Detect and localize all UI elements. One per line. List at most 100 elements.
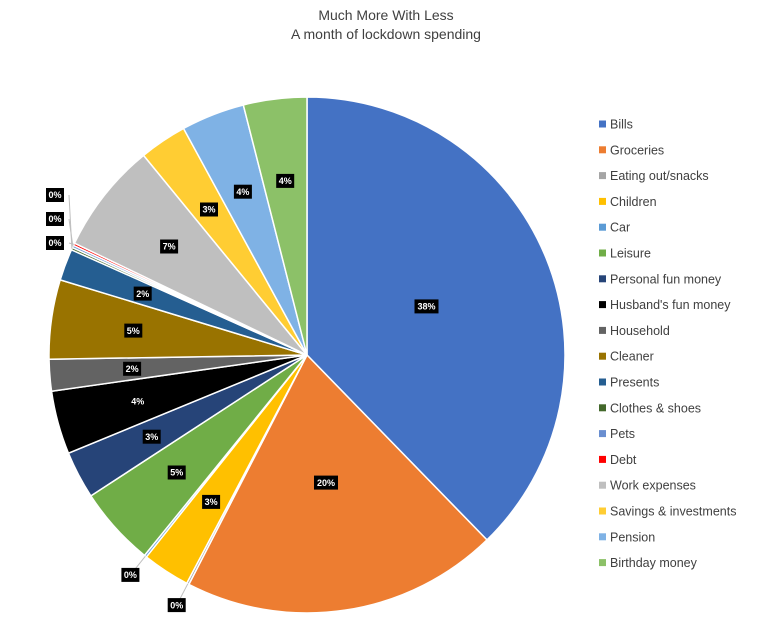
slice-bills — [306, 96, 566, 541]
legend-label: Pension — [610, 530, 655, 544]
data-label-savings-investments: 3% — [200, 202, 218, 217]
data-label-box — [314, 475, 338, 490]
legend-swatch — [599, 507, 606, 515]
legend-swatch — [599, 378, 606, 386]
data-label-debt: 0% — [46, 236, 64, 250]
data-label-text: 0% — [124, 570, 137, 580]
data-label-box — [167, 465, 186, 480]
legend-item-cleaner: Cleaner — [599, 350, 654, 364]
legend-item-pets: Pets — [599, 427, 635, 441]
legend-item-leisure: Leisure — [599, 247, 651, 261]
slice-work-expenses — [73, 154, 308, 356]
data-label-text: 4% — [279, 176, 292, 186]
data-label-pension: 4% — [233, 184, 252, 199]
legend-swatch — [599, 326, 606, 334]
data-label-leisure: 5% — [167, 465, 186, 480]
legend-swatch — [599, 559, 606, 567]
data-label-children: 3% — [202, 494, 221, 509]
data-label-box — [167, 598, 186, 613]
legend-label: Work expenses — [610, 479, 696, 493]
legend-swatch — [599, 223, 606, 231]
data-label-car: 0% — [121, 567, 140, 582]
legend-swatch — [599, 430, 606, 438]
data-label-box — [124, 323, 143, 338]
data-label-personal-fun-money: 3% — [142, 429, 161, 444]
data-label-box — [276, 173, 295, 188]
legend: Bills Groceries Eating out/snacks Children C… — [599, 118, 736, 570]
data-label-household: 2% — [123, 361, 142, 376]
data-label-box — [46, 212, 64, 226]
leader-line-pets — [68, 218, 74, 247]
legend-swatch — [599, 352, 606, 360]
legend-label: Car — [610, 221, 630, 235]
legend-item-household: Household — [599, 324, 670, 338]
data-label-box — [133, 286, 152, 301]
data-label-text: 0% — [48, 214, 61, 224]
legend-swatch — [599, 249, 606, 257]
legend-item-presents: Presents — [599, 376, 659, 390]
data-label-text: 0% — [48, 190, 61, 200]
legend-item-husband-s-fun-money: Husband's fun money — [599, 298, 731, 312]
legend-item-car: Car — [599, 221, 630, 235]
legend-label: Groceries — [610, 143, 664, 157]
data-label-text: 5% — [170, 468, 183, 478]
data-label-bills: 38% — [414, 299, 439, 314]
legend-swatch — [599, 481, 606, 489]
legend-item-debt: Debt — [599, 453, 637, 467]
legend-item-work-expenses: Work expenses — [599, 479, 696, 493]
legend-item-eating-out-snacks: Eating out/snacks — [599, 169, 709, 183]
legend-swatch — [599, 120, 606, 128]
data-label-text: 3% — [202, 205, 215, 215]
data-label-text: 0% — [170, 600, 183, 610]
legend-item-personal-fun-money: Personal fun money — [599, 272, 722, 286]
data-label-box — [414, 299, 439, 314]
legend-item-birthday-money: Birthday money — [599, 556, 698, 570]
data-label-box — [142, 429, 161, 444]
legend-item-bills: Bills — [599, 118, 633, 132]
legend-label: Eating out/snacks — [610, 169, 709, 183]
data-label-presents: 2% — [133, 286, 152, 301]
data-label-box — [123, 361, 142, 376]
legend-label: Birthday money — [610, 556, 698, 570]
legend-item-pension: Pension — [599, 530, 655, 544]
data-label-text: 2% — [136, 289, 149, 299]
legend-item-savings-investments: Savings & investments — [599, 505, 736, 519]
legend-item-clothes-shoes: Clothes & shoes — [599, 401, 701, 415]
legend-swatch — [599, 172, 606, 180]
legend-label: Bills — [610, 118, 633, 132]
legend-item-children: Children — [599, 195, 657, 209]
data-label-box — [46, 188, 64, 202]
legend-label: Presents — [610, 376, 659, 390]
legend-label: Savings & investments — [610, 505, 736, 519]
data-label-text: 38% — [417, 302, 435, 312]
data-label-box — [121, 567, 140, 582]
data-label-clothes-shoes: 0% — [46, 188, 64, 202]
data-label-text: 4% — [131, 396, 144, 406]
data-label-pets: 0% — [46, 212, 64, 226]
leader-line-clothes-shoes — [68, 194, 73, 249]
legend-swatch — [599, 146, 606, 154]
data-labels: 38% 20% 0% 3% 0% 5% 3% 4% 2% 5% 2% 7% 3% 4% 4% 0% 0% 0% — [46, 173, 439, 613]
data-label-text: 20% — [317, 478, 335, 488]
chart-title: Much More With Less — [318, 7, 453, 23]
legend-swatch — [599, 301, 606, 309]
data-label-text: 5% — [127, 326, 140, 336]
data-label-box — [200, 202, 218, 217]
data-label-eating-out-snacks: 0% — [167, 598, 186, 613]
data-label-box — [233, 184, 252, 199]
legend-label: Pets — [610, 427, 635, 441]
data-label-box — [128, 394, 147, 409]
data-label-box — [202, 494, 221, 509]
legend-label: Cleaner — [610, 350, 654, 364]
legend-label: Clothes & shoes — [610, 401, 701, 415]
legend-swatch — [599, 533, 606, 541]
legend-swatch — [599, 197, 606, 205]
data-label-text: 7% — [163, 242, 176, 252]
legend-label: Household — [610, 324, 670, 338]
legend-item-groceries: Groceries — [599, 143, 664, 157]
legend-label: Husband's fun money — [610, 298, 731, 312]
data-label-groceries: 20% — [314, 475, 338, 490]
data-label-text: 4% — [236, 187, 249, 197]
legend-label: Personal fun money — [610, 272, 722, 286]
